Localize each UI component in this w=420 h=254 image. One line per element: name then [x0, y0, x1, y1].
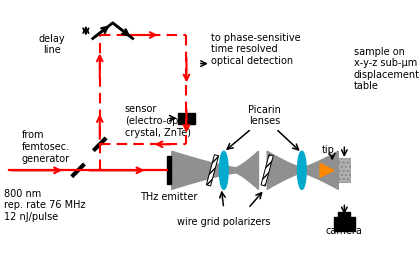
Text: 800 nm
rep. rate 76 MHz
12 nJ/pulse: 800 nm rep. rate 76 MHz 12 nJ/pulse — [4, 188, 86, 221]
Text: from
femtosec.
generator: from femtosec. generator — [22, 130, 70, 163]
Bar — [167, 157, 171, 184]
Text: sensor
(electro-optic
crystal, ZnTe): sensor (electro-optic crystal, ZnTe) — [125, 104, 191, 137]
Text: to phase-sensitive
time resolved
optical detection: to phase-sensitive time resolved optical… — [211, 33, 300, 66]
Polygon shape — [297, 152, 306, 190]
Polygon shape — [320, 164, 334, 178]
Polygon shape — [206, 155, 219, 186]
Text: THz emitter: THz emitter — [139, 192, 197, 201]
Bar — [338, 212, 350, 218]
Bar — [178, 113, 195, 124]
Text: sample on
x-y-z sub-μm
displacement
table: sample on x-y-z sub-μm displacement tabl… — [354, 46, 420, 91]
Bar — [338, 158, 350, 183]
Polygon shape — [267, 152, 338, 190]
Text: delay
line: delay line — [39, 34, 66, 55]
Polygon shape — [172, 152, 258, 190]
Text: Picarin
lenses: Picarin lenses — [248, 104, 281, 126]
Bar — [334, 217, 355, 231]
Text: wire grid polarizers: wire grid polarizers — [177, 216, 270, 226]
Polygon shape — [261, 155, 273, 186]
Text: camera: camera — [326, 225, 363, 235]
Text: tip: tip — [322, 144, 335, 154]
Polygon shape — [219, 152, 228, 190]
